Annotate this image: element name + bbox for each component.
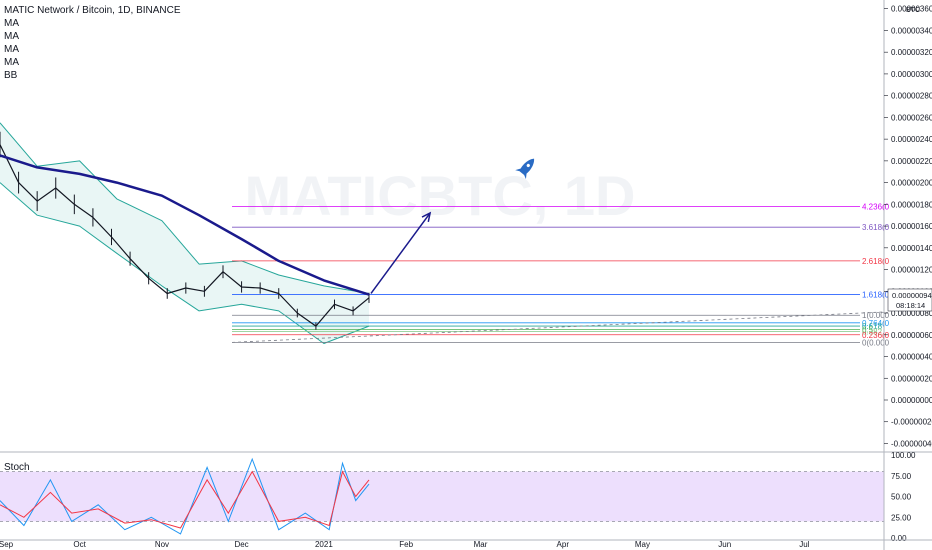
price-tick-label: 0.00000340	[891, 26, 932, 35]
price-badge-countdown: 08:18:14	[896, 301, 925, 310]
chart-legend: MATIC Network / Bitcoin, 1D, BINANCE MA …	[4, 4, 181, 82]
price-tick-label: 0.00000260	[891, 113, 932, 122]
time-tick-label: Jun	[718, 540, 731, 549]
price-tick-label: 0.00000040	[891, 353, 932, 362]
time-tick-label: Dec	[234, 540, 248, 549]
stoch-plot[interactable]	[0, 459, 884, 534]
price-tick-label: 0.00000320	[891, 48, 932, 57]
indicator-bb[interactable]: BB	[4, 69, 181, 82]
time-tick-label: Oct	[73, 540, 86, 549]
stoch-title[interactable]: Stoch	[4, 462, 30, 473]
fib-level-label: 0(0.000	[862, 338, 890, 347]
bollinger-band-fill	[0, 123, 369, 344]
price-tick-label: 0.00000180	[891, 200, 932, 209]
watermark: MATICBTC, 1D	[245, 164, 636, 227]
price-tick-label: 0.00000140	[891, 244, 932, 253]
indicator-ma-1[interactable]: MA	[4, 17, 181, 30]
time-tick-label: Feb	[399, 540, 413, 549]
price-tick-label: 0.00000160	[891, 222, 932, 231]
fib-level-label: 2.618(0	[862, 257, 890, 266]
price-tick-label: 0.00000280	[891, 92, 932, 101]
stoch-band-fill	[0, 472, 884, 522]
time-tick-label: Nov	[155, 540, 169, 549]
price-tick-label: -0.00000040	[891, 439, 932, 448]
price-tick-label: 0.00000000	[891, 396, 932, 405]
price-axis[interactable]: 0.000003600.000003400.000003200.00000300…	[884, 0, 932, 550]
price-badge: 0.00000094 08:18:14	[888, 289, 932, 311]
indicator-ma-2[interactable]: MA	[4, 30, 181, 43]
price-tick-label: 0.00000200	[891, 179, 932, 188]
stoch-tick-label: 50.00	[891, 493, 912, 502]
price-tick-label: 0.00000220	[891, 157, 932, 166]
stoch-tick-label: 0.00	[891, 534, 907, 543]
fib-level-label: 3.618(0	[862, 223, 890, 232]
stoch-tick-label: 25.00	[891, 513, 912, 522]
symbol-title[interactable]: MATIC Network / Bitcoin, 1D, BINANCE	[4, 4, 181, 17]
price-tick-label: 0.00000060	[891, 331, 932, 340]
fib-level-label: 4.236(0	[862, 203, 890, 212]
time-axis[interactable]: Sep Oct Nov Dec 2021 Feb Mar Apr May Jun Jul	[0, 540, 932, 549]
stoch-tick-label: 75.00	[891, 472, 912, 481]
time-tick-label: 2021	[315, 540, 333, 549]
fib-level-label: 1.618(0	[862, 291, 890, 300]
price-tick-label: 0.00000240	[891, 135, 932, 144]
price-tick-label: 0.00000300	[891, 70, 932, 79]
watermark-text: MATICBTC, 1D	[245, 164, 636, 227]
price-tick-label: 0.00000020	[891, 374, 932, 383]
price-tick-label: 0.00000120	[891, 266, 932, 275]
time-tick-label: Apr	[557, 540, 570, 549]
time-tick-label: May	[635, 540, 650, 549]
indicator-ma-4[interactable]: MA	[4, 56, 181, 69]
stoch-tick-label: 100.00	[891, 451, 916, 460]
time-tick-label: Jul	[799, 540, 809, 549]
price-tick-label: -0.00000020	[891, 418, 932, 427]
price-badge-price: 0.00000094	[892, 291, 932, 300]
time-tick-label: Mar	[474, 540, 488, 549]
time-tick-label: Sep	[0, 540, 14, 549]
currency-label: BTC	[906, 7, 920, 14]
indicator-ma-3[interactable]: MA	[4, 43, 181, 56]
